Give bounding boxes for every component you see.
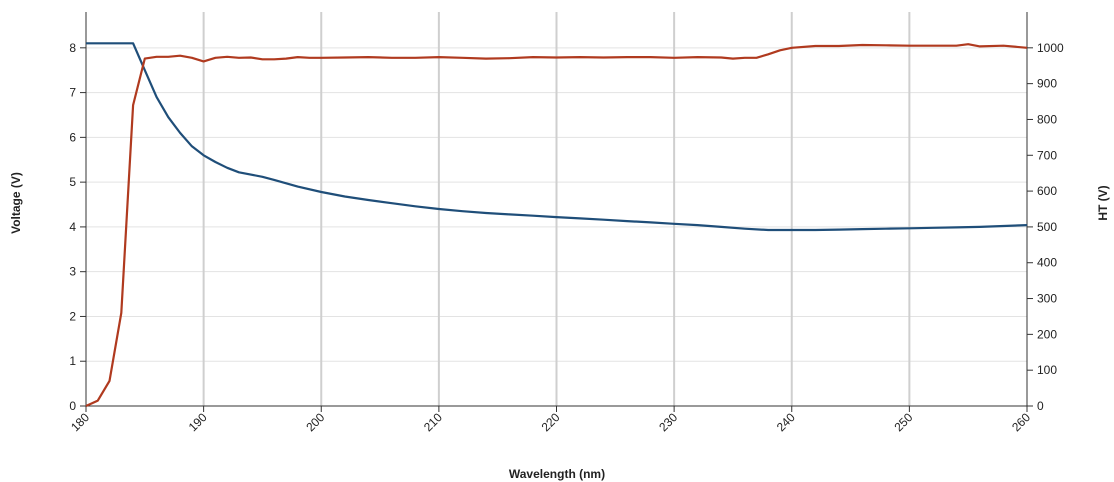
grid [86, 12, 1027, 407]
y-axis-title: Voltage (V) [9, 172, 23, 234]
x-tick-label: 250 [891, 410, 915, 434]
x-tick-label: 240 [774, 410, 798, 434]
x-tick-label: 210 [421, 410, 445, 434]
y-tick-label: 2 [69, 309, 76, 323]
y2-tick-label: 200 [1037, 327, 1057, 341]
y2-tick-label: 100 [1037, 363, 1057, 377]
y-tick-label: 5 [69, 175, 76, 189]
y-tick-label: 3 [69, 265, 76, 279]
y2-tick-label: 700 [1037, 148, 1057, 162]
y2-tick-label: 800 [1037, 112, 1057, 126]
y2-axis-title: HT (V) [1096, 185, 1110, 220]
y2-tick-label: 1000 [1037, 41, 1064, 55]
x-tick-label: 260 [1009, 410, 1033, 434]
y2-tick-label: 0 [1037, 399, 1044, 413]
x-tick-label: 180 [68, 410, 92, 434]
series-line-voltage [86, 42, 1028, 232]
x-tick-label: 190 [186, 410, 210, 434]
series-lines [85, 42, 1028, 408]
y-tick-label: 0 [69, 399, 76, 413]
x-tick-label: 200 [303, 410, 327, 434]
x-tick-label: 220 [539, 410, 563, 434]
y-tick-label: 4 [69, 220, 76, 234]
y-tick-label: 6 [69, 130, 76, 144]
y-tick-label: 8 [69, 41, 76, 55]
y2-tick-label: 900 [1037, 77, 1057, 91]
y2-tick-label: 600 [1037, 184, 1057, 198]
x-tick-label: 230 [656, 410, 680, 434]
y2-tick-label: 300 [1037, 292, 1057, 306]
y-tick-label: 7 [69, 86, 76, 100]
y2-tick-label: 500 [1037, 220, 1057, 234]
axes [80, 12, 1033, 412]
y2-tick-label: 400 [1037, 256, 1057, 270]
x-axis-title: Wavelength (nm) [509, 467, 605, 481]
tick-labels: 0 1 2 3 4 5 6 7 8 0 100 200 300 400 500 600 700 800 900 100… [68, 41, 1064, 434]
series-line-ht [85, 43, 1028, 408]
y-tick-label: 1 [69, 354, 76, 368]
